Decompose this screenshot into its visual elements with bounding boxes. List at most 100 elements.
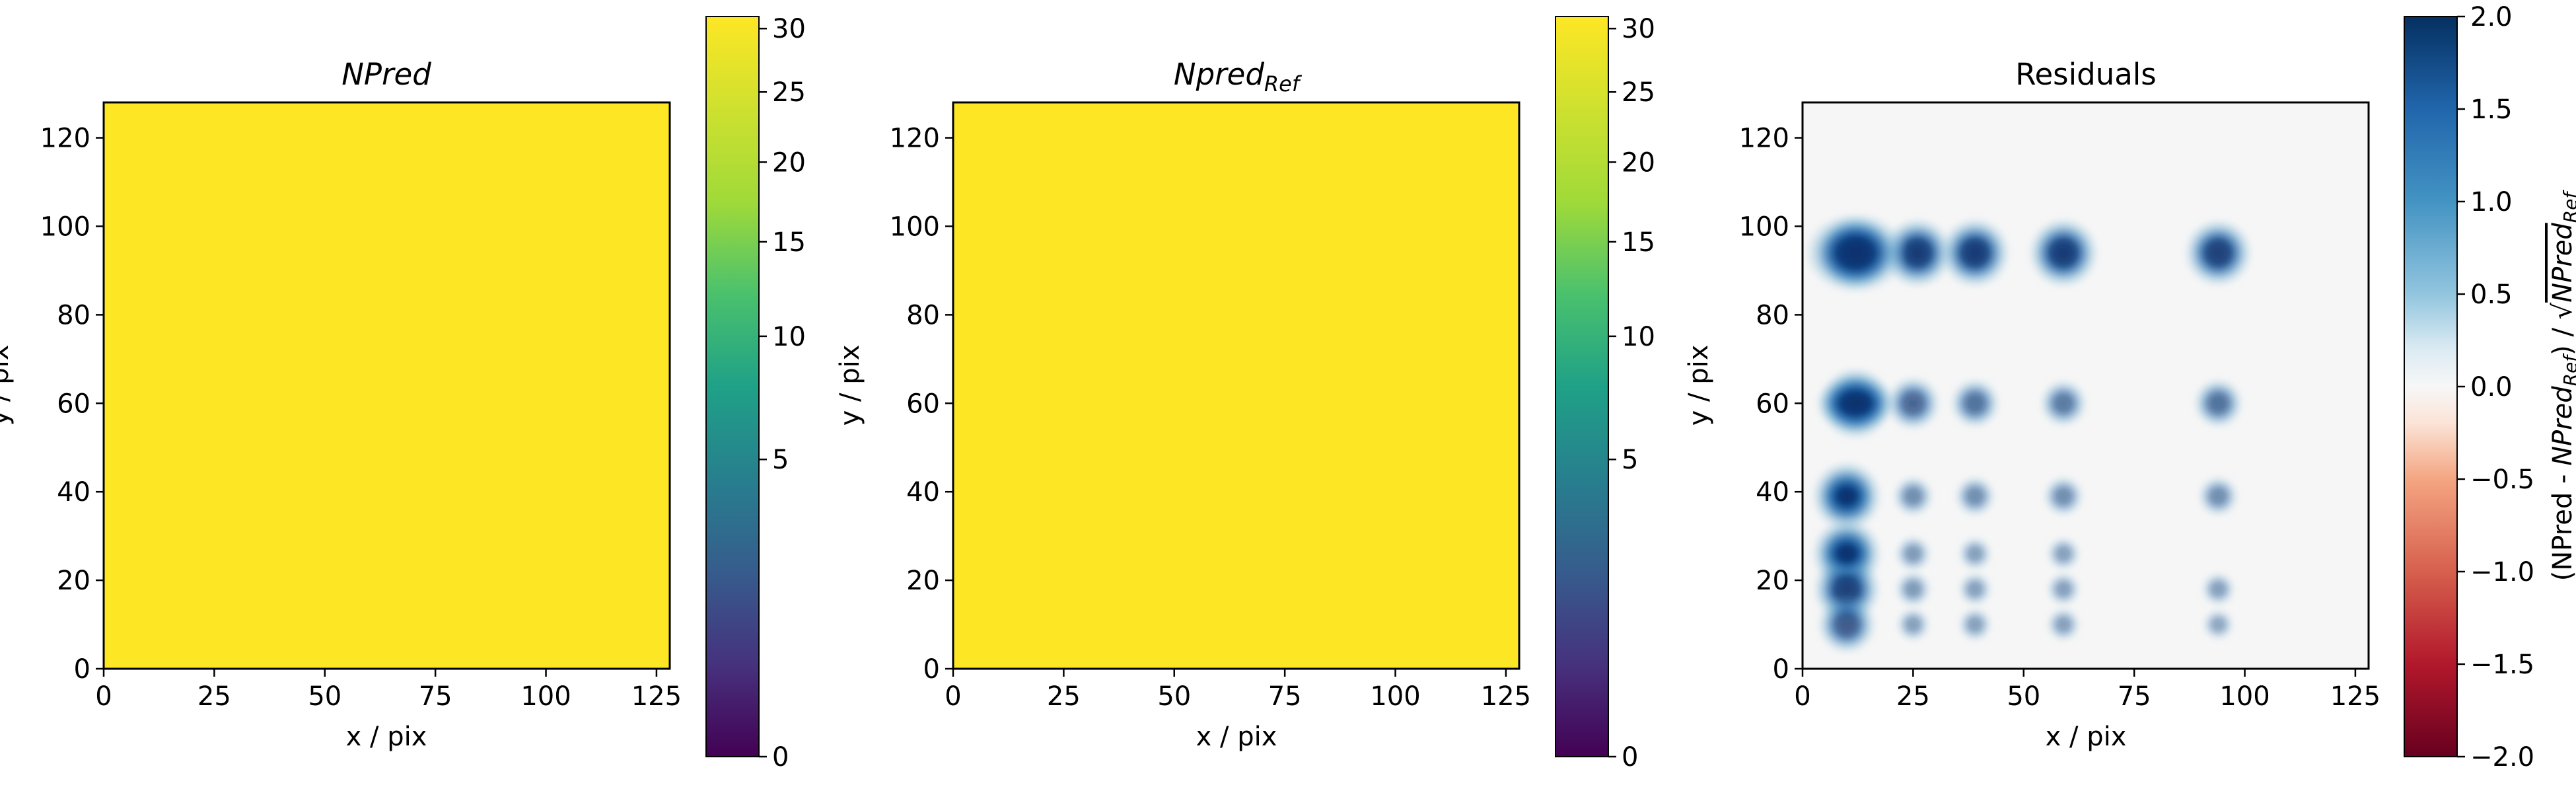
residual-source — [2197, 474, 2240, 518]
residual-source — [2027, 217, 2100, 289]
residual-source-core — [1814, 374, 1897, 433]
y-tick-label: 20 — [57, 566, 90, 596]
colorbar-tick-label: 30 — [772, 14, 806, 44]
x-tick-label: 25 — [1896, 681, 1930, 712]
plot-frame — [102, 101, 671, 670]
residual-source — [1949, 377, 2001, 430]
residual-sources — [1804, 211, 2253, 655]
x-tick-label: 100 — [1370, 681, 1420, 712]
x-tick-label: 0 — [945, 681, 961, 712]
colorbar-tick-label: 0 — [772, 742, 789, 773]
x-tick-label: 75 — [419, 681, 452, 712]
y-axis-label: y / pix — [1684, 345, 1714, 426]
colorbar-tick-label: 25 — [772, 77, 806, 108]
y-tick-label: 40 — [57, 477, 90, 508]
colorbar-tick-label: 0.5 — [2470, 280, 2513, 310]
colorbar-tick-label: 1.0 — [2470, 187, 2513, 217]
colorbar-tick-label: 1.5 — [2470, 94, 2513, 125]
y-tick-label: 60 — [906, 389, 940, 419]
colorbar-tick-label: −2.0 — [2470, 742, 2534, 773]
x-tick-label: 125 — [1481, 681, 1531, 712]
x-tick-label: 125 — [631, 681, 682, 712]
x-tick-label: 0 — [95, 681, 112, 712]
colorbar — [1555, 16, 1609, 757]
colorbar-ticks: 0 5 10 15 20 25 30 — [1608, 14, 1655, 773]
residual-source — [2045, 571, 2082, 607]
colorbar-ticks: −2.0 −1.5 −1.0 −0.5 0.0 0.5 1.0 1.5 2.0 — [2457, 2, 2534, 773]
x-tick-label: 125 — [2330, 681, 2380, 712]
y-tick-label: 40 — [1756, 477, 1789, 508]
residual-source-core — [1804, 211, 1908, 294]
residual-source — [1957, 606, 1993, 643]
y-tick-label: 100 — [40, 211, 90, 242]
y-tick-label: 120 — [890, 124, 940, 154]
y-tick-label: 0 — [1773, 654, 1789, 685]
x-tick-label: 75 — [2118, 681, 2151, 712]
x-tick-label: 25 — [1047, 681, 1081, 712]
y-tick-label: 40 — [906, 477, 940, 508]
x-axis-label: x / pix — [1196, 722, 1277, 752]
residual-source — [1953, 474, 1997, 518]
residual-source — [1895, 606, 1931, 643]
colorbar — [2404, 16, 2458, 757]
y-tick-label: 60 — [1756, 389, 1789, 419]
residual-source — [1816, 594, 1877, 655]
colorbar-tick-label: 25 — [1622, 77, 1655, 108]
residual-map — [1803, 102, 2369, 669]
residual-source — [2045, 535, 2082, 572]
x-axis-ticks: 0 25 50 75 100 125 — [95, 669, 682, 712]
x-tick-label: 100 — [520, 681, 571, 712]
x-tick-label: 75 — [1268, 681, 1302, 712]
heatmap-image — [953, 102, 1519, 669]
y-axis-ticks: 0 20 40 60 80 100 120 — [40, 124, 104, 685]
residual-source — [1939, 217, 2011, 289]
colorbar-tick-label: 10 — [1622, 322, 1655, 352]
colorbar-tick-label: 20 — [772, 147, 806, 178]
y-axis-ticks: 0 20 40 60 80 100 120 — [1739, 124, 1803, 685]
colorbar-tick-label: 5 — [1622, 445, 1638, 475]
residual-source — [1957, 535, 1993, 572]
residuals-panel: Residuals 0 25 50 75 100 125 020406080100120 … — [1684, 2, 2576, 773]
residual-source — [2045, 606, 2082, 643]
y-tick-label: 80 — [57, 300, 90, 330]
y-tick-label: 120 — [40, 124, 90, 154]
colorbar-tick-label: −0.5 — [2470, 465, 2534, 495]
x-tick-label: 50 — [308, 681, 341, 712]
y-axis-ticks: 0 20 40 60 80 100 120 — [890, 124, 953, 685]
colorbar-tick-label: −1.5 — [2470, 650, 2534, 680]
y-tick-label: 20 — [906, 566, 940, 596]
x-tick-label: 50 — [1157, 681, 1191, 712]
y-axis-label: y / pix — [835, 345, 865, 426]
heatmap-image — [104, 102, 670, 669]
residual-source — [2183, 218, 2253, 288]
y-tick-label: 80 — [906, 300, 940, 330]
y-tick-label: 0 — [74, 654, 90, 685]
colorbar-tick-label: 15 — [1622, 227, 1655, 258]
colorbar-tick-label: 0 — [1622, 742, 1638, 773]
plot-frame — [1801, 101, 2370, 670]
colorbar-tick-label: 2.0 — [2470, 2, 2513, 32]
colorbar-tick-label: 10 — [772, 322, 806, 352]
y-tick-label: 80 — [1756, 300, 1789, 330]
residual-source — [2192, 377, 2244, 430]
residual-source-core — [1821, 473, 1872, 519]
x-tick-label: 0 — [1794, 681, 1810, 712]
colorbar-tick-label: −1.0 — [2470, 557, 2534, 587]
residual-source — [2038, 378, 2089, 428]
x-tick-label: 25 — [197, 681, 231, 712]
panel-title: NpredRef — [1174, 57, 1303, 96]
colorbar-tick-label: 20 — [1622, 147, 1655, 178]
colorbar-tick-label: 15 — [772, 227, 806, 258]
colorbar-label: (NPred - NPredRef) / √NPredRef — [2548, 190, 2576, 582]
y-tick-label: 0 — [923, 654, 940, 685]
y-tick-label: 20 — [1756, 566, 1789, 596]
y-tick-label: 120 — [1739, 124, 1789, 154]
residual-source-core — [1821, 531, 1872, 576]
residual-source — [1884, 375, 1941, 432]
x-tick-label: 50 — [2007, 681, 2040, 712]
panel-title: Residuals — [2015, 57, 2157, 92]
x-axis-ticks: 0 25 50 75 100 125 — [945, 669, 1531, 712]
